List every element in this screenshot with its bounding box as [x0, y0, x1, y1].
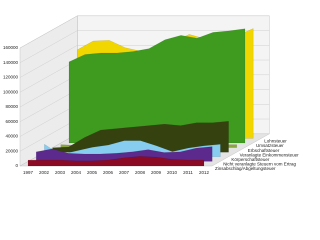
x-tick-label: 2010 [167, 170, 178, 175]
y-tick-label: 100000 [3, 89, 19, 94]
y-tick-label: 40000 [5, 134, 18, 139]
grid-line [19, 30, 270, 63]
series-label: Nicht veranlagte Steuern vom Ertrag [223, 162, 296, 167]
series-label: Erbschaftsteuer [248, 148, 280, 153]
x-tick-label: 1997 [23, 170, 34, 175]
x-tick-label: 2009 [151, 170, 162, 175]
x-tick-label: 2011 [183, 170, 193, 175]
y-tick-label: 20000 [5, 148, 18, 153]
series-label: Umsatzsteuer [256, 143, 284, 148]
y-tick-label: 0 [15, 163, 18, 168]
y-tick-label: 160000 [3, 45, 19, 50]
series-label: Körperschaftsteuer [231, 157, 270, 162]
x-tick-label: 2003 [55, 170, 66, 175]
series-label: Veranlagte Einkommensteuer [240, 152, 300, 157]
x-tick-label: 2006 [103, 170, 114, 175]
series-label: Lohnsteuer [264, 139, 287, 144]
y-tick-label: 80000 [5, 104, 18, 109]
x-tick-label: 2005 [87, 170, 98, 175]
x-tick-label: 2012 [199, 170, 210, 175]
x-tick-label: 2008 [135, 170, 146, 175]
page: 0 20000 40000 60000 80000 100000 120000 140000 1… [2, 15, 300, 176]
x-tick-label: 2002 [39, 170, 50, 175]
y-tick-label: 60000 [5, 119, 18, 124]
area [36, 146, 213, 162]
chart: 0 20000 40000 60000 80000 100000 120000 140000 1… [3, 15, 300, 175]
x-tick-label: 2004 [71, 170, 82, 175]
series-label: Zinsabschlag/Abgeltungsteuer [215, 166, 276, 171]
area [68, 28, 246, 144]
area [52, 121, 229, 153]
grid-line [19, 15, 270, 49]
y-tick-label: 140000 [3, 60, 19, 65]
area [27, 156, 205, 167]
y-tick-label: 120000 [3, 75, 19, 80]
x-tick-label: 2007 [119, 170, 130, 175]
